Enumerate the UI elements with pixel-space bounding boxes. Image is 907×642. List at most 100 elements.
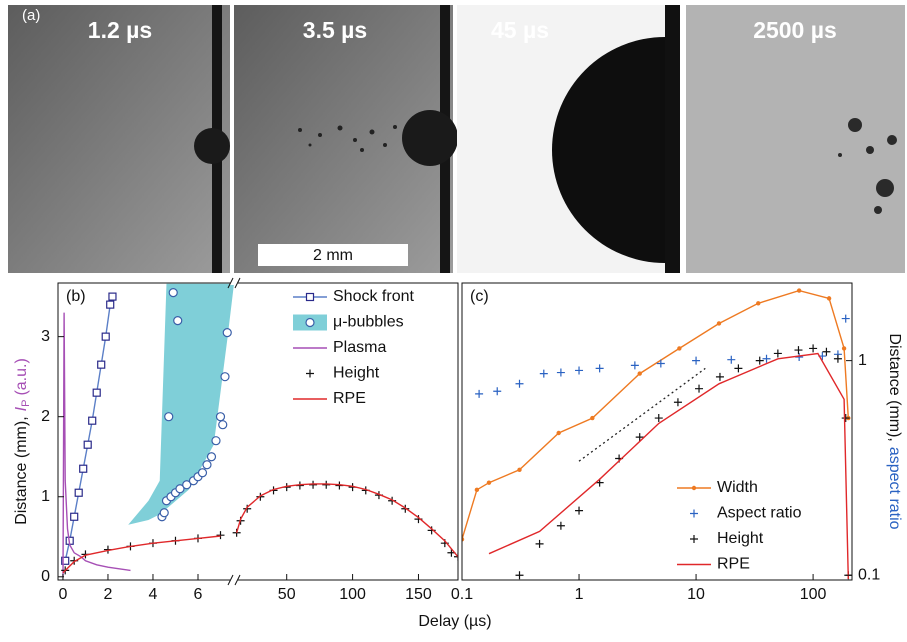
plot-area	[61, 283, 458, 577]
panel-label: (c)	[470, 288, 489, 305]
time-label: 3.5 µs	[303, 17, 367, 43]
band	[128, 283, 234, 525]
residual-bubbles	[838, 118, 897, 214]
series-line	[462, 289, 849, 540]
marker	[211, 436, 221, 446]
marker	[202, 460, 212, 470]
marker	[474, 487, 480, 493]
plot-area	[462, 288, 852, 580]
marker	[575, 506, 584, 515]
marker	[822, 347, 831, 356]
marker	[218, 420, 228, 430]
axis-break	[227, 277, 241, 289]
x-axis-label: Delay (µs)	[418, 613, 491, 630]
marker	[762, 354, 771, 363]
marker	[215, 412, 226, 422]
y-axis-label-part: Distance (mm),	[13, 416, 30, 524]
marker	[841, 346, 847, 351]
marker	[61, 556, 70, 565]
guide-line	[578, 367, 706, 462]
marker	[168, 288, 178, 298]
legend-marker	[305, 292, 315, 302]
marker	[539, 369, 548, 378]
axis-break-gap	[230, 578, 238, 582]
marker	[635, 433, 644, 442]
series-line	[488, 352, 849, 580]
legend-label: RPE	[717, 556, 750, 573]
marker	[590, 415, 595, 421]
marker	[677, 346, 682, 351]
y-axis-label: Distance (mm), aspect ratio	[886, 333, 903, 529]
marker	[595, 364, 604, 373]
marker	[517, 467, 522, 472]
marker	[106, 300, 115, 309]
legend-marker	[306, 369, 314, 378]
marker	[175, 484, 185, 494]
legend-label: Width	[717, 479, 758, 496]
marker	[796, 288, 802, 293]
marker	[535, 539, 544, 548]
marker	[220, 372, 230, 382]
photo	[686, 5, 905, 273]
marker	[92, 388, 101, 397]
marker	[173, 316, 183, 326]
marker	[716, 321, 722, 326]
y-axis-label: Distance (mm), IP (a.u.)	[13, 358, 32, 525]
plot-frame	[461, 282, 853, 581]
marker	[755, 356, 764, 365]
marker	[727, 355, 736, 364]
marker	[475, 389, 484, 398]
marker	[197, 468, 208, 478]
x-tick-label: 2	[104, 586, 113, 603]
marker	[222, 328, 232, 338]
marker	[833, 354, 842, 363]
legend-label: μ-bubbles	[333, 314, 404, 331]
panel-label: (b)	[66, 288, 86, 305]
marker	[556, 521, 565, 530]
x-tick-label: 6	[194, 586, 203, 603]
marker	[74, 488, 83, 497]
axis-break	[227, 574, 241, 586]
marker	[388, 496, 397, 505]
x-tick-label: 0	[58, 586, 67, 603]
marker	[656, 359, 665, 368]
marker	[427, 526, 436, 535]
marker	[556, 430, 561, 436]
series-line	[62, 312, 131, 577]
marker	[715, 372, 724, 381]
marker	[216, 531, 225, 540]
x-tick-label: 150	[405, 586, 432, 603]
marker	[575, 366, 584, 375]
marker	[794, 346, 803, 355]
marker	[108, 292, 117, 301]
legend-marker	[690, 535, 698, 543]
time-label: 1.2 µs	[88, 17, 152, 43]
y-axis-label-part: P	[20, 400, 32, 407]
bubble	[402, 110, 458, 166]
marker	[486, 480, 492, 485]
axis-break-gap	[230, 281, 238, 285]
legend-label: Aspect ratio	[717, 505, 802, 522]
x-tick-label: 100	[800, 586, 827, 603]
legend-marker	[691, 485, 697, 491]
marker	[841, 414, 850, 423]
marker	[101, 332, 110, 341]
scale-bar	[258, 244, 408, 266]
y-tick-label: 0.1	[858, 566, 880, 583]
x-tick-label: 50	[278, 586, 296, 603]
marker	[692, 356, 701, 365]
y-tick-label: 0	[41, 568, 50, 585]
marker	[556, 368, 565, 377]
marker	[673, 398, 682, 407]
bubble	[552, 37, 680, 263]
marker	[695, 384, 704, 393]
marker	[809, 344, 818, 353]
x-tick-label: 0.1	[451, 586, 473, 603]
x-tick-label: 4	[149, 586, 158, 603]
legend-label: Height	[333, 365, 380, 382]
marker	[83, 440, 92, 449]
marker	[70, 512, 79, 521]
marker	[206, 452, 217, 462]
marker	[159, 508, 169, 518]
